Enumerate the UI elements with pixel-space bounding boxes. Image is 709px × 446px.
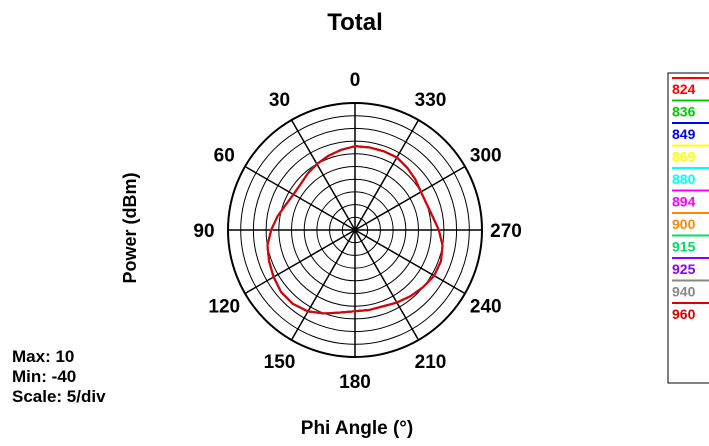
angle-tick-label: 0: [350, 70, 361, 91]
angle-tick-label: 90: [193, 221, 214, 242]
stat-scale: Scale: 5/div: [12, 387, 106, 406]
angle-tick-label: 60: [214, 146, 235, 167]
stat-min: Min: -40: [12, 367, 76, 386]
legend-label-925: 925: [672, 261, 696, 277]
legend-label-940: 940: [672, 284, 696, 300]
legend-label-869: 869: [672, 149, 696, 165]
legend-label-849: 849: [672, 126, 696, 142]
legend-label-880: 880: [672, 171, 696, 187]
angle-tick-label: 240: [470, 297, 502, 318]
angle-tick-label: 30: [269, 90, 290, 111]
legend-label-915: 915: [672, 239, 696, 255]
legend-label-900: 900: [672, 216, 696, 232]
grid-spoke: [244, 229, 356, 295]
y-axis-label: Power (dBm): [120, 172, 140, 283]
grid-spoke: [354, 165, 466, 231]
angle-tick-label: 180: [339, 372, 371, 393]
angle-tick-label: 120: [208, 297, 240, 318]
polar-grid: [227, 102, 483, 358]
grid-spoke: [244, 165, 356, 231]
grid-spoke: [290, 229, 356, 341]
series-line-960: [266, 145, 444, 315]
angle-tick-labels: 0 30 60 90 120 150 180 210 240 270 300 330: [193, 70, 521, 393]
grid-spoke: [354, 229, 420, 341]
series-layer: [266, 145, 444, 315]
grid-spoke: [354, 229, 466, 295]
chart-title: Total: [327, 9, 383, 36]
angle-tick-label: 210: [415, 352, 447, 373]
x-axis-label: Phi Angle (°): [301, 418, 413, 439]
legend-label-894: 894: [672, 194, 696, 210]
angle-tick-label: 330: [415, 90, 447, 111]
legend: 824 836 849 869 880 894 900 915 925 940 960: [667, 72, 709, 384]
stat-max: Max: 10: [12, 347, 74, 366]
legend-box: [667, 72, 709, 384]
angle-tick-label: 300: [470, 146, 502, 167]
angle-tick-label: 270: [490, 221, 522, 242]
grid-spoke: [354, 119, 420, 231]
grid-spoke: [290, 119, 356, 231]
legend-label-960: 960: [672, 306, 696, 322]
angle-tick-label: 150: [264, 352, 296, 373]
legend-label-824: 824: [672, 81, 696, 97]
legend-label-836: 836: [672, 104, 696, 120]
